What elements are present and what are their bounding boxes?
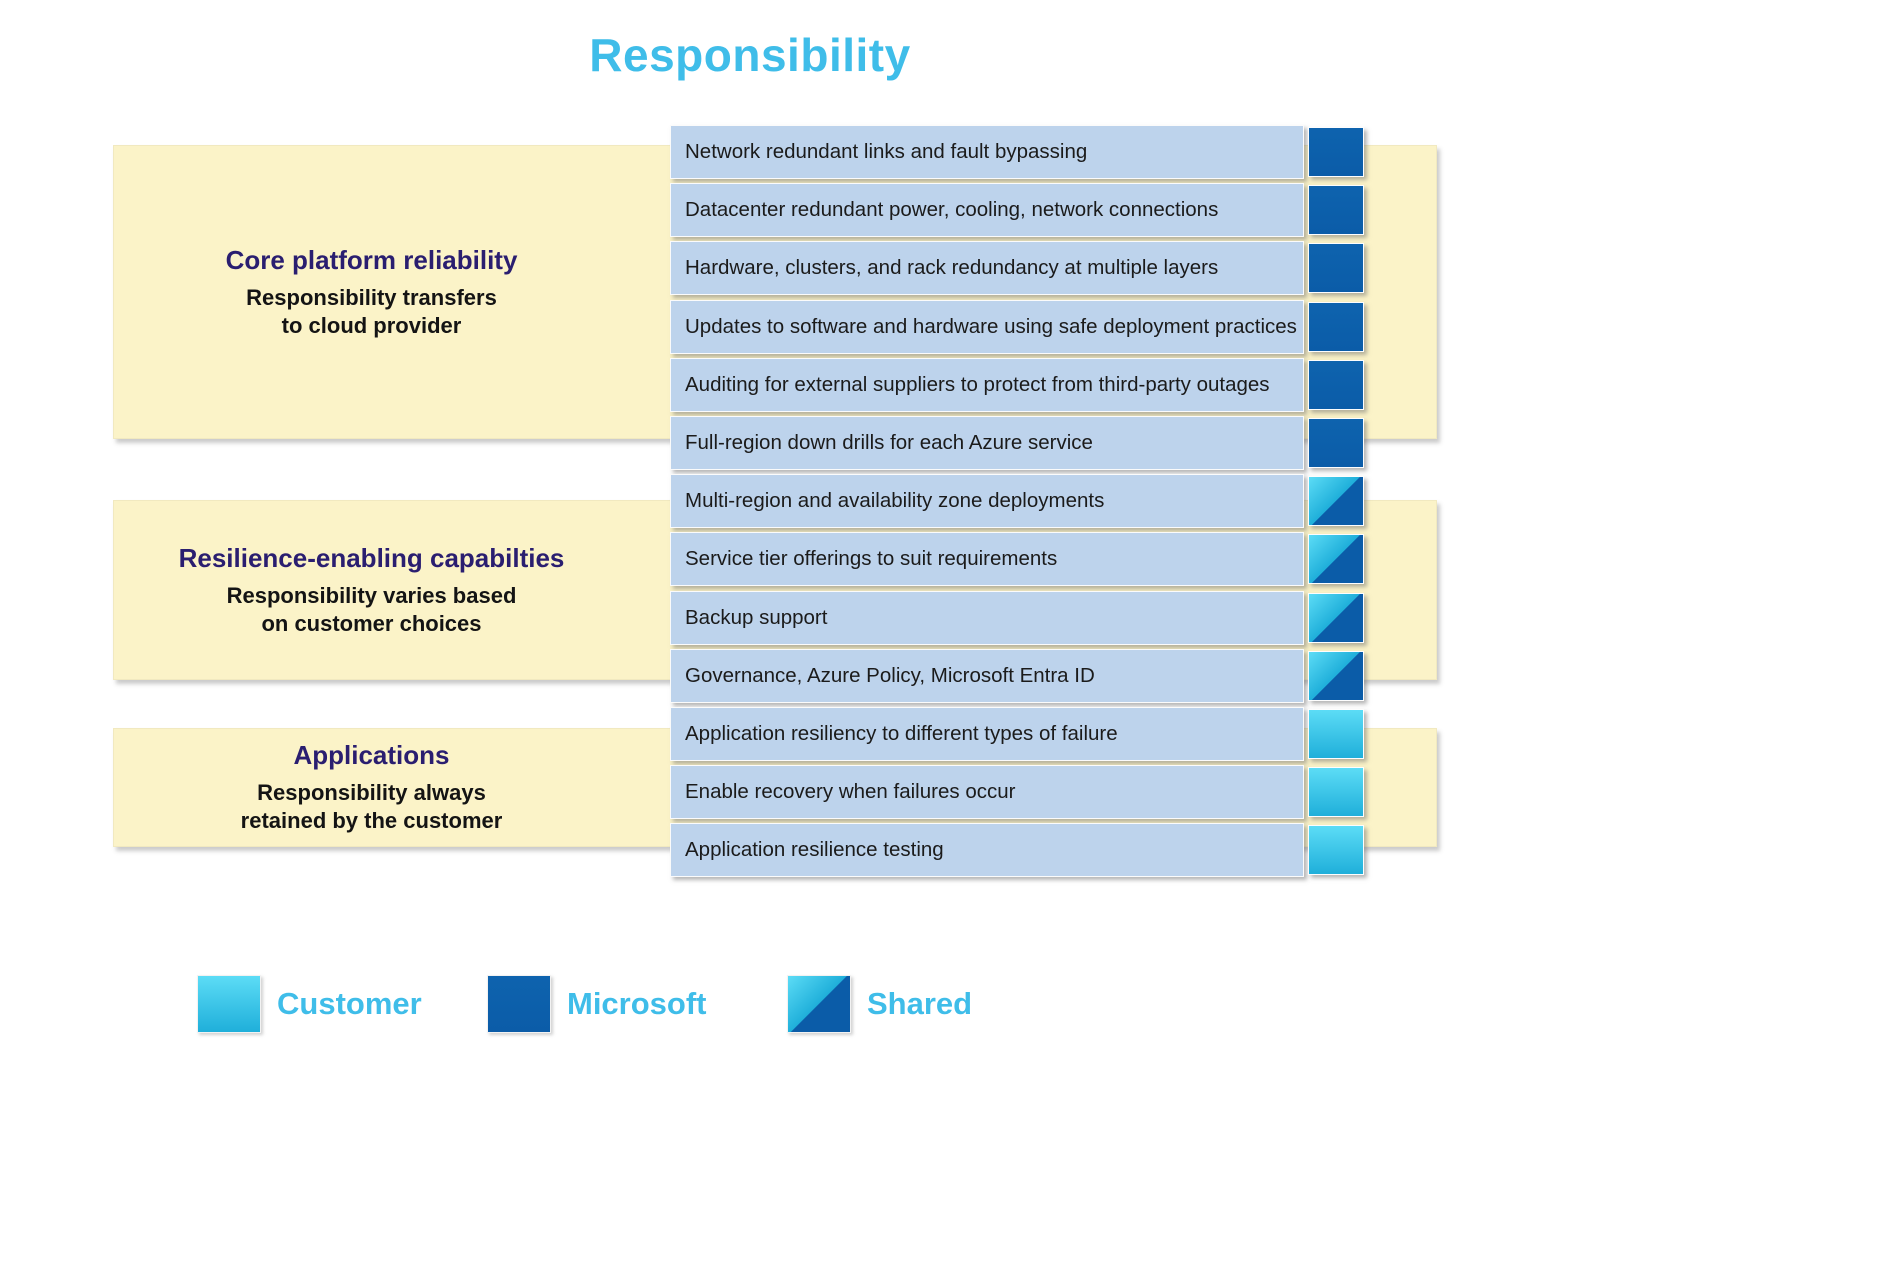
task-label: Datacenter redundant power, cooling, net…: [670, 183, 1304, 238]
task-row: Enable recovery when failures occur: [670, 763, 1370, 821]
section-title: Applications: [293, 740, 450, 770]
task-label: Full-region down drills for each Azure s…: [670, 416, 1304, 470]
customer-responsibility-icon: [1308, 825, 1364, 876]
shared-swatch-icon: [787, 975, 851, 1033]
task-row: Application resiliency to different type…: [670, 705, 1370, 763]
section-subtitle-line1: Responsibility varies based: [226, 582, 517, 608]
shared-responsibility-icon: [1308, 650, 1364, 701]
task-label: Application resilience testing: [670, 823, 1304, 878]
microsoft-swatch-icon: [487, 975, 551, 1033]
task-row: Auditing for external suppliers to prote…: [670, 356, 1370, 414]
section-subtitle: Responsibility always retained by the cu…: [114, 779, 629, 835]
task-row: Service tier offerings to suit requireme…: [670, 530, 1370, 588]
task-label: Enable recovery when failures occur: [670, 765, 1304, 820]
section-title: Resilience-enabling capabilties: [178, 542, 565, 573]
legend-item-customer: Customer: [197, 975, 422, 1033]
shared-responsibility-icon: [1308, 476, 1364, 527]
shared-responsibility-icon: [1308, 534, 1364, 585]
microsoft-responsibility-icon: [1308, 418, 1364, 468]
task-row: Application resilience testing: [670, 821, 1370, 879]
page-title: Responsibility: [589, 29, 911, 81]
task-row: Hardware, clusters, and rack redundancy …: [670, 239, 1370, 297]
section-subtitle-line1: Responsibility always: [257, 780, 486, 805]
task-label: Service tier offerings to suit requireme…: [670, 532, 1304, 587]
section-text: Core platform reliability Responsibility…: [114, 245, 629, 340]
task-label: Updates to software and hardware using s…: [670, 299, 1304, 354]
customer-swatch-icon: [197, 975, 261, 1033]
task-label: Auditing for external suppliers to prote…: [670, 357, 1304, 412]
legend-item-microsoft: Microsoft: [487, 975, 707, 1033]
microsoft-responsibility-icon: [1308, 243, 1364, 294]
customer-responsibility-icon: [1308, 767, 1364, 818]
section-subtitle-line2: to cloud provider: [281, 312, 462, 338]
task-label: Governance, Azure Policy, Microsoft Entr…: [670, 648, 1304, 703]
task-label: Multi-region and availability zone deplo…: [670, 474, 1304, 529]
task-row: Governance, Azure Policy, Microsoft Entr…: [670, 647, 1370, 705]
section-subtitle: Responsibility transfers to cloud provid…: [114, 284, 629, 340]
section-text: Resilience-enabling capabilties Responsi…: [114, 543, 629, 638]
section-subtitle-line2: retained by the customer: [240, 808, 503, 833]
task-rows: Network redundant links and fault bypass…: [670, 123, 1370, 883]
task-row: Backup support: [670, 589, 1370, 647]
task-row: Multi-region and availability zone deplo…: [670, 472, 1370, 530]
microsoft-responsibility-icon: [1308, 301, 1364, 352]
microsoft-responsibility-icon: [1308, 359, 1364, 410]
task-label: Application resiliency to different type…: [670, 707, 1304, 761]
task-row: Network redundant links and fault bypass…: [670, 123, 1370, 181]
task-row: Datacenter redundant power, cooling, net…: [670, 181, 1370, 239]
task-row: Updates to software and hardware using s…: [670, 298, 1370, 356]
shared-responsibility-icon: [1308, 592, 1364, 643]
section-title: Core platform reliability: [225, 244, 518, 275]
task-label: Network redundant links and fault bypass…: [670, 125, 1304, 179]
legend-label: Shared: [867, 986, 973, 1021]
customer-responsibility-icon: [1308, 709, 1364, 759]
task-label: Backup support: [670, 590, 1304, 645]
section-subtitle-line2: on customer choices: [261, 610, 482, 636]
legend-label: Customer: [277, 986, 422, 1021]
task-row: Full-region down drills for each Azure s…: [670, 414, 1370, 472]
section-text: Applications Responsibility always retai…: [114, 740, 629, 835]
section-subtitle: Responsibility varies based on customer …: [114, 582, 629, 638]
microsoft-responsibility-icon: [1308, 185, 1364, 236]
section-subtitle-line1: Responsibility transfers: [246, 284, 497, 310]
microsoft-responsibility-icon: [1308, 127, 1364, 177]
task-label: Hardware, clusters, and rack redundancy …: [670, 241, 1304, 296]
legend-label: Microsoft: [567, 986, 707, 1021]
legend-item-shared: Shared: [787, 975, 972, 1033]
